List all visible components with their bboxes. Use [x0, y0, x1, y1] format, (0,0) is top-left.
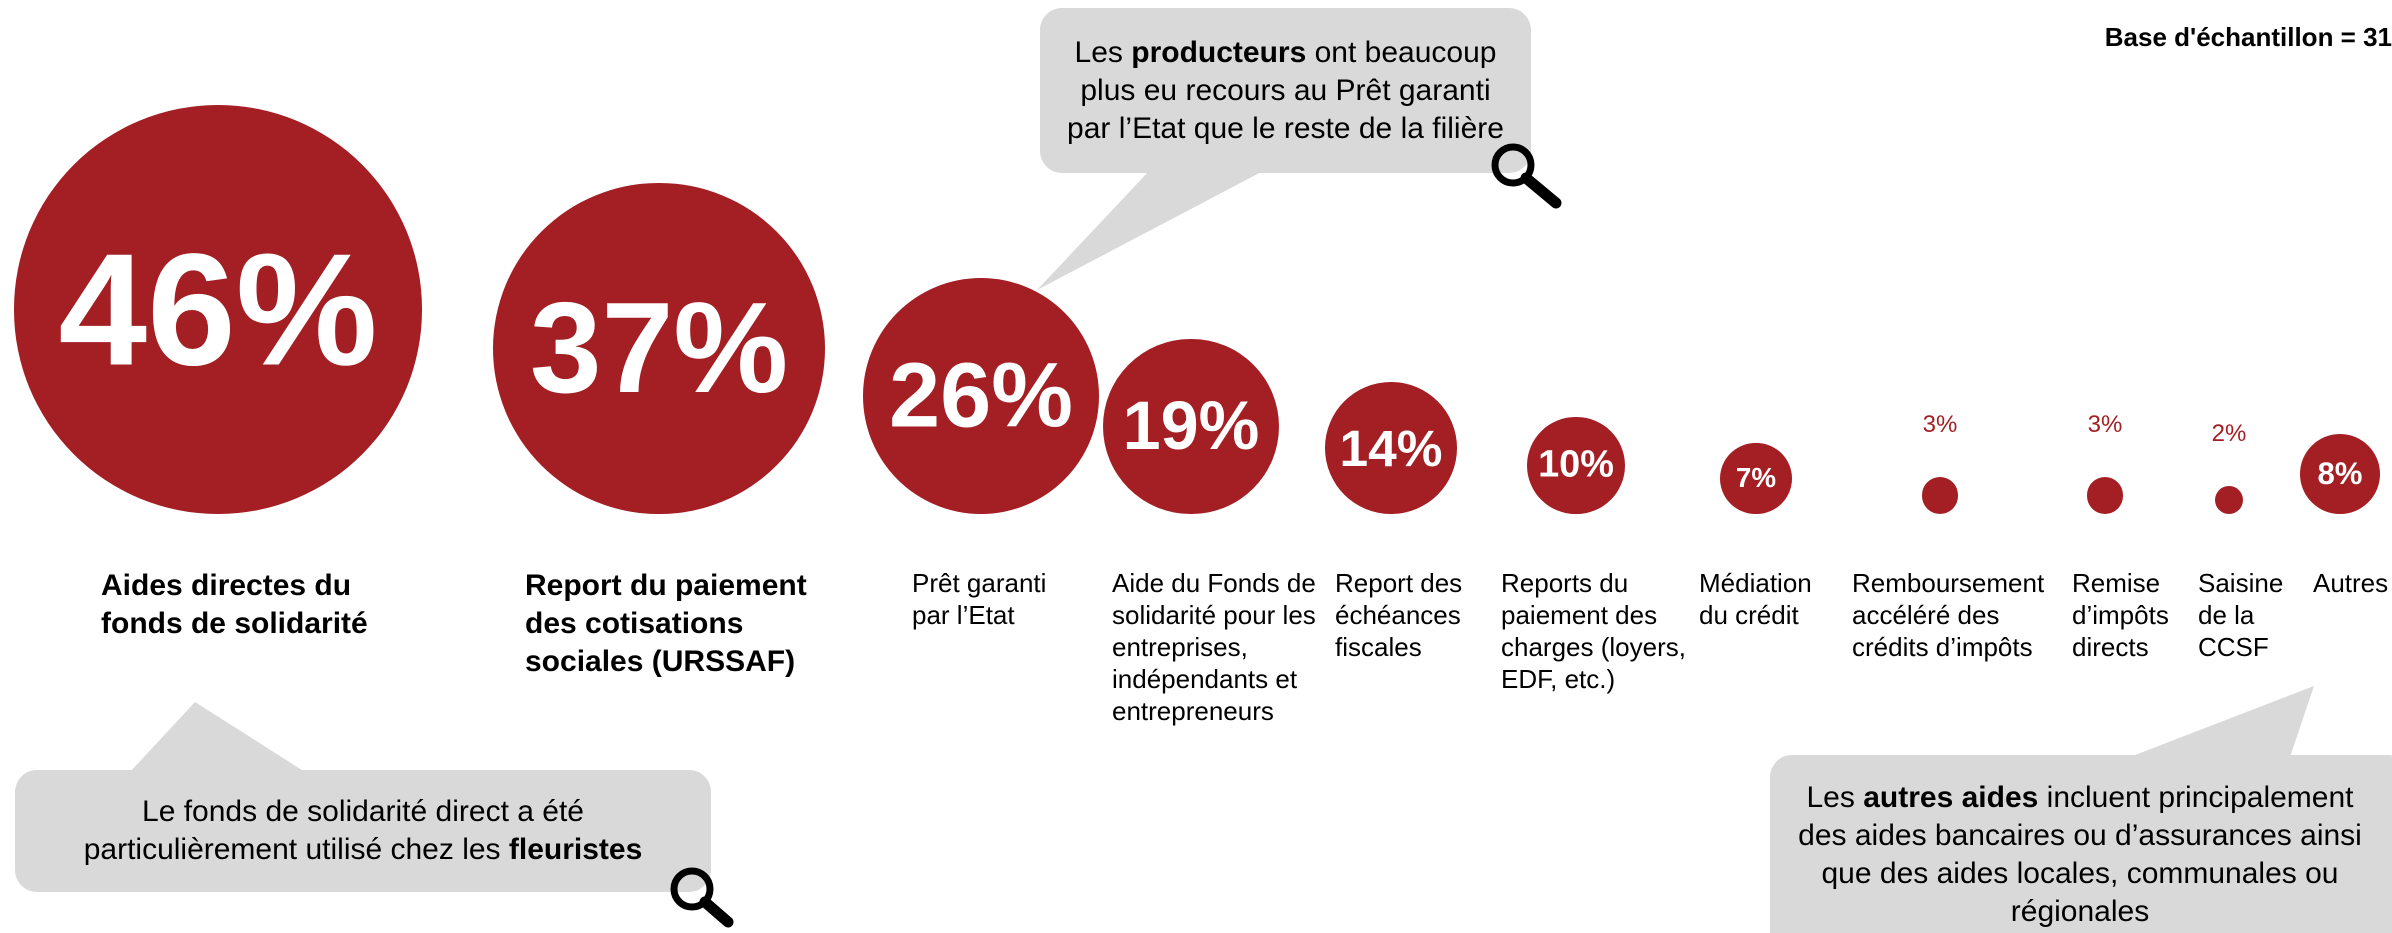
- bubble: [863, 278, 1099, 514]
- category-label: Remboursement accéléré des crédits d’imp…: [1852, 568, 2045, 662]
- bubble: [13, 105, 423, 514]
- callout-text-part: autres aides: [1863, 781, 2039, 814]
- category-label: Médiation du crédit: [1699, 568, 1812, 630]
- callout-pointer: [130, 702, 305, 772]
- callout-pointer: [2130, 686, 2314, 757]
- category-label: Saisine de la CCSF: [2198, 568, 2284, 662]
- callout-text: Le fonds de solidarité direct a été part…: [35, 793, 691, 869]
- value-label: 46%: [58, 220, 378, 399]
- callout-text-part: incluent principalement des aides bancai…: [1798, 781, 2371, 928]
- callout: Les producteurs ont beaucoup plus eu rec…: [1040, 8, 1531, 173]
- callout-pointer: [1037, 170, 1265, 290]
- value-label: 14%: [1339, 419, 1443, 478]
- value-label: 8%: [2317, 456, 2363, 492]
- callout-text-part: ont beaucoup plus eu recours au Prêt gar…: [1067, 35, 1505, 145]
- bubble: [2215, 486, 2243, 514]
- bubble: [1921, 477, 1959, 514]
- magnifier-icon: [1491, 143, 1562, 209]
- value-label: 10%: [1538, 443, 1614, 486]
- callout-text: Les autres aides incluent principalement…: [1790, 779, 2370, 931]
- callout-text-part: fleuristes: [508, 833, 643, 866]
- bubble: [2086, 477, 2124, 514]
- category-label: Report des échéances fiscales: [1335, 568, 1463, 662]
- category-label: Report du paiement des cotisations socia…: [525, 569, 807, 678]
- callout-text-part: Le fonds de solidarité direct a été part…: [83, 795, 593, 866]
- callout-text-part: producteurs: [1131, 35, 1307, 69]
- bubble: [493, 182, 825, 514]
- category-label: Prêt garanti par l’Etat: [912, 568, 1047, 630]
- callout: Le fonds de solidarité direct a été part…: [15, 770, 711, 892]
- category-label: Aide du Fonds de solidarité pour les ent…: [1112, 568, 1316, 726]
- callout-text: Les producteurs ont beaucoup plus eu rec…: [1060, 34, 1511, 148]
- callout-text-part: Les: [1806, 781, 1864, 814]
- value-label: 2%: [2211, 420, 2247, 448]
- sample-note: Base d'échantillon = 31: [2104, 22, 2392, 52]
- value-label: 3%: [2087, 411, 2123, 439]
- category-label: Aides directes du fonds de solidarité: [101, 569, 368, 640]
- category-label: Remise d’impôts directs: [2072, 568, 2169, 662]
- category-label: Autres: [2313, 568, 2389, 598]
- callout: Les autres aides incluent principalement…: [1770, 755, 2392, 933]
- magnifier-icon: [670, 867, 734, 928]
- bubble: [1720, 442, 1792, 514]
- value-label: 7%: [1735, 462, 1777, 494]
- value-label: 3%: [1922, 411, 1958, 439]
- bubble: [1325, 382, 1457, 514]
- bubble: [2300, 434, 2380, 514]
- bubble: [1527, 416, 1625, 514]
- value-label: 26%: [888, 344, 1074, 447]
- value-label: 37%: [529, 276, 789, 421]
- value-label: 19%: [1122, 388, 1260, 465]
- category-label: Reports du paiement des charges (loyers,…: [1501, 568, 1686, 694]
- bubble: [1103, 338, 1279, 514]
- callout-text-part: Les: [1074, 35, 1132, 69]
